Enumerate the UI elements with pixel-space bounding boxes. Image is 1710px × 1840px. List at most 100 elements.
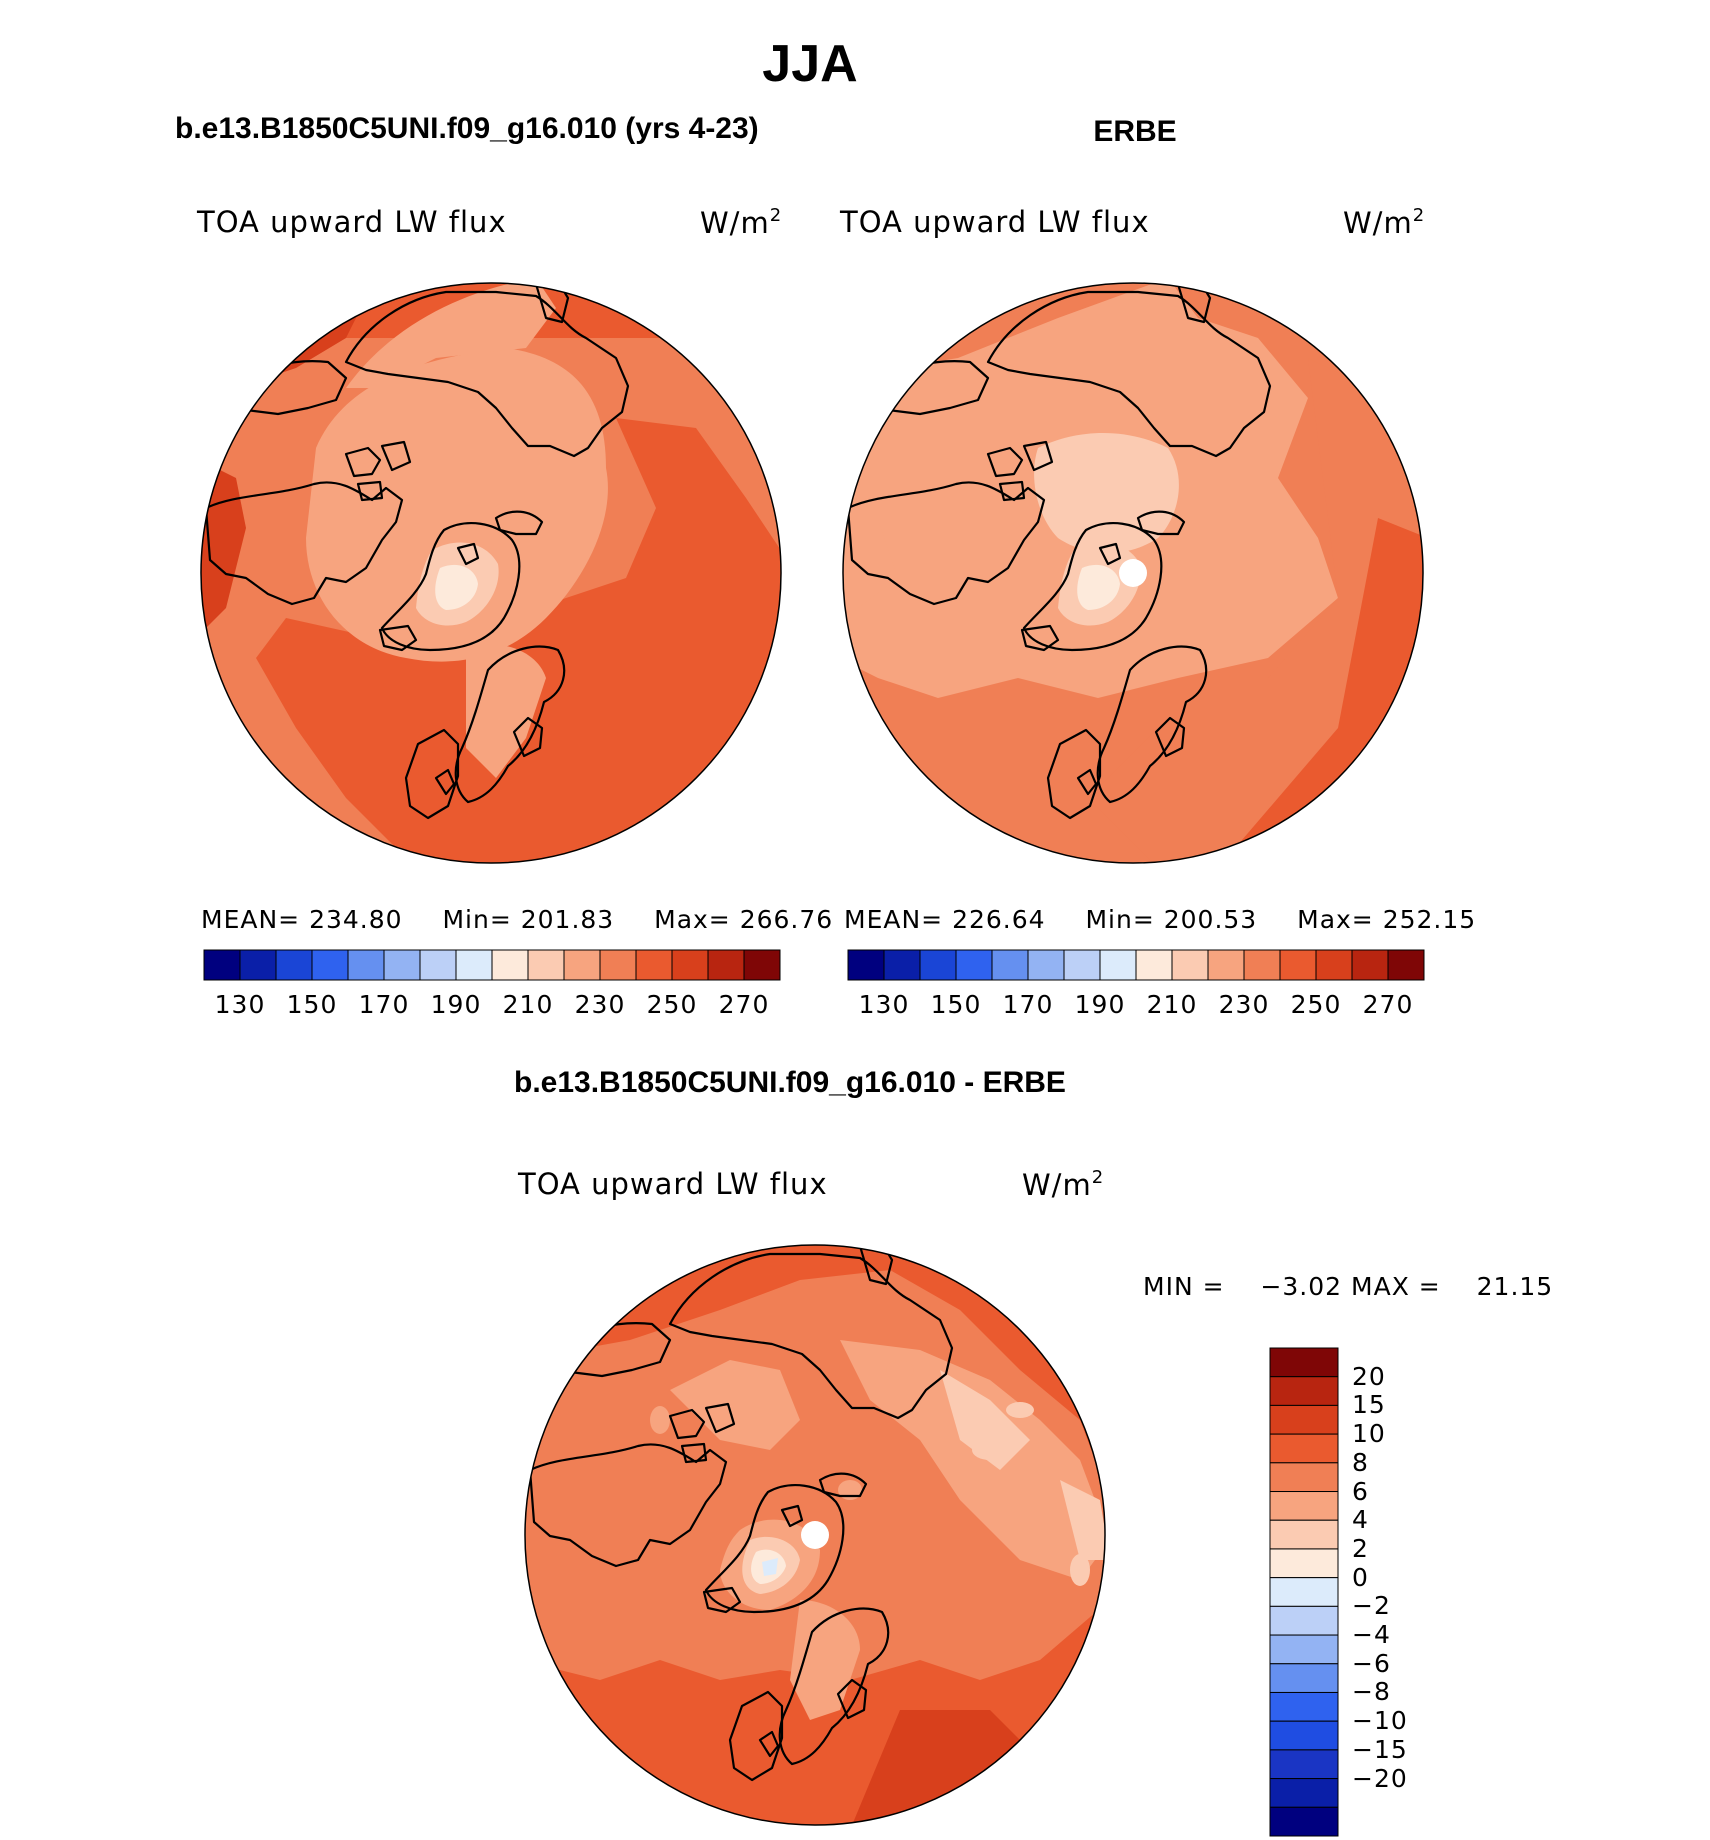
model-mean-value: 234.80	[309, 905, 403, 934]
colorbar-segment	[1351, 949, 1389, 981]
coastline-scandinavia	[1096, 645, 1208, 804]
coastline-scandinavia	[778, 1607, 890, 1766]
colorbar-segment	[883, 949, 921, 981]
colorbar-tick-label: 15	[1352, 1390, 1386, 1420]
colorbar-segment	[919, 949, 957, 981]
contour-fill	[1006, 1402, 1034, 1418]
coastline-novaya	[494, 510, 544, 536]
colorbar-tick-label: 270	[1362, 990, 1414, 1019]
colorbar-segment	[203, 949, 241, 981]
contour-fill	[762, 1558, 778, 1576]
coastline-siberia	[986, 290, 1272, 458]
contour-fill	[1060, 1480, 1105, 1560]
diff-max-label: MAX =	[1351, 1272, 1441, 1301]
diff-polar-map	[524, 1244, 1106, 1826]
colorbar-segment	[1027, 949, 1065, 981]
coastline-arch2	[1022, 440, 1054, 472]
colorbar-segment	[1269, 1720, 1339, 1751]
coastline-novaya	[1136, 510, 1186, 536]
contour-fill	[306, 348, 608, 662]
colorbar-tick-label: 190	[1074, 990, 1126, 1019]
colorbar-tick-label: −10	[1352, 1706, 1408, 1736]
colorbar-segment	[1387, 949, 1425, 981]
coastline-arch2	[380, 440, 412, 472]
colorbar-segment	[1269, 1404, 1339, 1435]
coastline-ukislands	[758, 1730, 780, 1758]
map-border	[200, 282, 782, 864]
contour-fill	[650, 1406, 670, 1434]
colorbar-tick-label: −8	[1352, 1677, 1391, 1707]
colorbar-segment	[455, 949, 493, 981]
diff-stats: MIN = −3.02 MAX = 21.15	[1143, 1272, 1553, 1301]
coastline-kamchatka	[534, 283, 570, 324]
model-colorbar	[203, 949, 781, 981]
colorbar-segment	[419, 949, 457, 981]
obs-mean-value: 226.64	[952, 905, 1046, 934]
contour-fill	[1077, 564, 1120, 610]
colorbar-segment	[671, 949, 709, 981]
obs-max-label: Max=	[1297, 905, 1374, 934]
pole-hole	[801, 1521, 829, 1549]
diff-min-label: MIN =	[1143, 1272, 1225, 1301]
model-mean-label: MEAN=	[201, 905, 301, 934]
colorbar-tick-label: 250	[646, 990, 698, 1019]
coastline-baltic	[512, 716, 544, 758]
colorbar-segment	[491, 949, 529, 981]
obs-max-value: 252.15	[1382, 905, 1477, 934]
coastline-arch2	[704, 1402, 736, 1434]
diff-units-label: W/m2	[1022, 1167, 1105, 1202]
coastline-canada	[528, 1443, 728, 1568]
contour-fill	[1070, 1554, 1090, 1586]
main-title: JJA	[762, 35, 858, 93]
contour-fill	[840, 1340, 1105, 1580]
model-min-label: Min=	[442, 905, 512, 934]
coastline-ukislands	[1076, 768, 1098, 796]
obs-polar-map	[842, 282, 1424, 864]
colorbar-segment	[1269, 1433, 1339, 1464]
colorbar-segment	[527, 949, 565, 981]
colorbar-segment	[1171, 949, 1209, 981]
coastline-europe	[404, 728, 460, 820]
colorbar-segment	[955, 949, 993, 981]
model-polar-map	[200, 282, 782, 864]
obs-variable-label: TOA upward LW flux	[840, 205, 1150, 239]
contour-fill	[256, 418, 781, 863]
coastline-svalbard	[1098, 542, 1122, 566]
colorbar-tick-label: 150	[286, 990, 338, 1019]
colorbar-segment	[1269, 1691, 1339, 1722]
obs-stats: MEAN= 226.64 Min= 200.53 Max= 252.15	[844, 905, 1476, 934]
colorbar-segment	[1269, 1663, 1339, 1693]
colorbar-segment	[1135, 949, 1173, 981]
colorbar-tick-label: 190	[430, 990, 482, 1019]
contour-fill	[1034, 433, 1179, 553]
coastline-iceland	[1020, 624, 1060, 652]
coastline-iceland	[378, 624, 418, 652]
contour-fill	[972, 1440, 1008, 1460]
colorbar-segment	[1063, 949, 1101, 981]
colorbar-tick-label: 20	[1352, 1361, 1386, 1391]
colorbar-tick-label: 6	[1352, 1476, 1369, 1506]
coastline-greenland	[380, 522, 521, 652]
colorbar-tick-label: 230	[574, 990, 626, 1019]
colorbar-segment	[847, 949, 885, 981]
coastline-baltic	[836, 1678, 868, 1720]
colorbar-segment	[1269, 1347, 1339, 1378]
colorbar-tick-label: −20	[1352, 1763, 1408, 1793]
model-variable-label: TOA upward LW flux	[197, 205, 507, 239]
coastline-baltic	[1154, 716, 1186, 758]
colorbar-tick-label: 210	[1146, 990, 1198, 1019]
colorbar-segment	[991, 949, 1029, 981]
coastline-canada	[846, 481, 1046, 606]
colorbar-segment	[707, 949, 745, 981]
contour-fill	[435, 564, 478, 610]
colorbar-tick-label: 250	[1290, 990, 1342, 1019]
colorbar-segment	[1243, 949, 1281, 981]
colorbar-segment	[1207, 949, 1245, 981]
colorbar-segment	[563, 949, 601, 981]
colorbar-tick-label: 150	[930, 990, 982, 1019]
diff-panel-title: b.e13.B1850C5UNI.f09_g16.010 - ERBE	[514, 1066, 1066, 1099]
diff-max-value: 21.15	[1476, 1272, 1554, 1301]
colorbar-segment	[239, 949, 277, 981]
colorbar-segment	[347, 949, 385, 981]
colorbar-tick-label: 130	[214, 990, 266, 1019]
